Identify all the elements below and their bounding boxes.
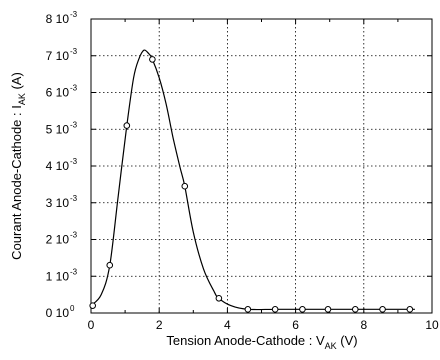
y-tick-exponent: 0 <box>70 304 75 313</box>
y-axis-title-text: Courant Anode-Cathode : I <box>9 105 24 260</box>
x-tick-label: 4 <box>224 318 231 332</box>
y-tick-mantissa: 1 10 <box>46 269 70 283</box>
grid-lines <box>91 19 432 313</box>
data-point <box>149 56 156 63</box>
x-axis-title: Tension Anode-Cathode : VAK (V) <box>166 333 357 351</box>
x-tick-label: 6 <box>292 318 299 332</box>
y-tick-exponent: -3 <box>70 267 78 276</box>
y-tick-mantissa: 7 10 <box>46 49 70 63</box>
plot-frame <box>90 18 433 314</box>
y-tick-label: 3 10 <box>46 196 70 210</box>
data-point <box>271 306 279 313</box>
y-tick-label: 7 10 <box>46 49 70 63</box>
y-tick-label: 6 10 <box>46 86 70 100</box>
series <box>89 49 415 313</box>
data-point <box>181 182 189 190</box>
data-point <box>123 122 131 129</box>
y-tick-exponent: -3 <box>70 84 78 93</box>
y-tick-mantissa: 8 10 <box>46 12 70 26</box>
y-tick-labels: 0 10 01 10 -32 10 -33 10 -34 10 -35 10 -36 10-… <box>46 10 78 320</box>
x-axis-title-text: Tension Anode-Cathode : V <box>166 333 325 348</box>
x-tick-label: 2 <box>156 318 163 332</box>
x-tick-label: 10 <box>425 318 439 332</box>
data-point <box>299 306 306 313</box>
y-tick-label: 8 10 <box>46 12 70 26</box>
data-point <box>379 306 386 313</box>
y-tick-mantissa: 4 10 <box>46 159 70 173</box>
data-point <box>351 306 359 313</box>
y-tick-mantissa: 3 10 <box>46 196 70 210</box>
fit-curve-line <box>90 49 415 311</box>
y-tick-label: 4 10 <box>46 159 70 173</box>
y-tick-mantissa: 2 10 <box>46 233 70 247</box>
y-tick-label: 5 10 <box>46 122 70 136</box>
x-axis-title-subscript: AK <box>325 341 337 351</box>
y-tick-exponent: -3 <box>70 194 78 203</box>
y-axis-title: Courant Anode-Cathode : IAK (A) <box>9 72 27 260</box>
y-tick-exponent: -3 <box>70 120 78 129</box>
y-axis-title-suffix: (A) <box>9 72 24 93</box>
x-tick-labels: 0 2 4 6 8 10 <box>88 318 439 332</box>
y-tick-exponent: -3 <box>70 231 78 240</box>
data-point <box>406 306 414 313</box>
x-tick-label: 0 <box>88 318 95 332</box>
y-tick-mantissa: 0 10 <box>46 306 70 320</box>
y-axis-title-subscript: AK <box>17 93 27 105</box>
y-tick-exponent: -3 <box>70 10 78 19</box>
y-tick-label: 0 10 <box>46 306 70 320</box>
data-point <box>89 302 97 309</box>
y-tick-exponent: -3 <box>70 47 78 56</box>
axis-ticks <box>90 18 433 314</box>
x-tick-label: 8 <box>360 318 367 332</box>
x-axis-title-suffix: (V) <box>337 333 358 348</box>
y-tick-label: 2 10 <box>46 233 70 247</box>
data-point <box>324 306 332 313</box>
data-point <box>106 261 114 269</box>
y-tick-mantissa: 5 10 <box>46 122 70 136</box>
y-tick-exponent: -3 <box>70 157 78 166</box>
data-point <box>244 306 252 313</box>
y-tick-label: 1 10 <box>46 269 70 283</box>
data-point <box>215 295 223 302</box>
y-tick-mantissa: 6 10 <box>46 86 70 100</box>
